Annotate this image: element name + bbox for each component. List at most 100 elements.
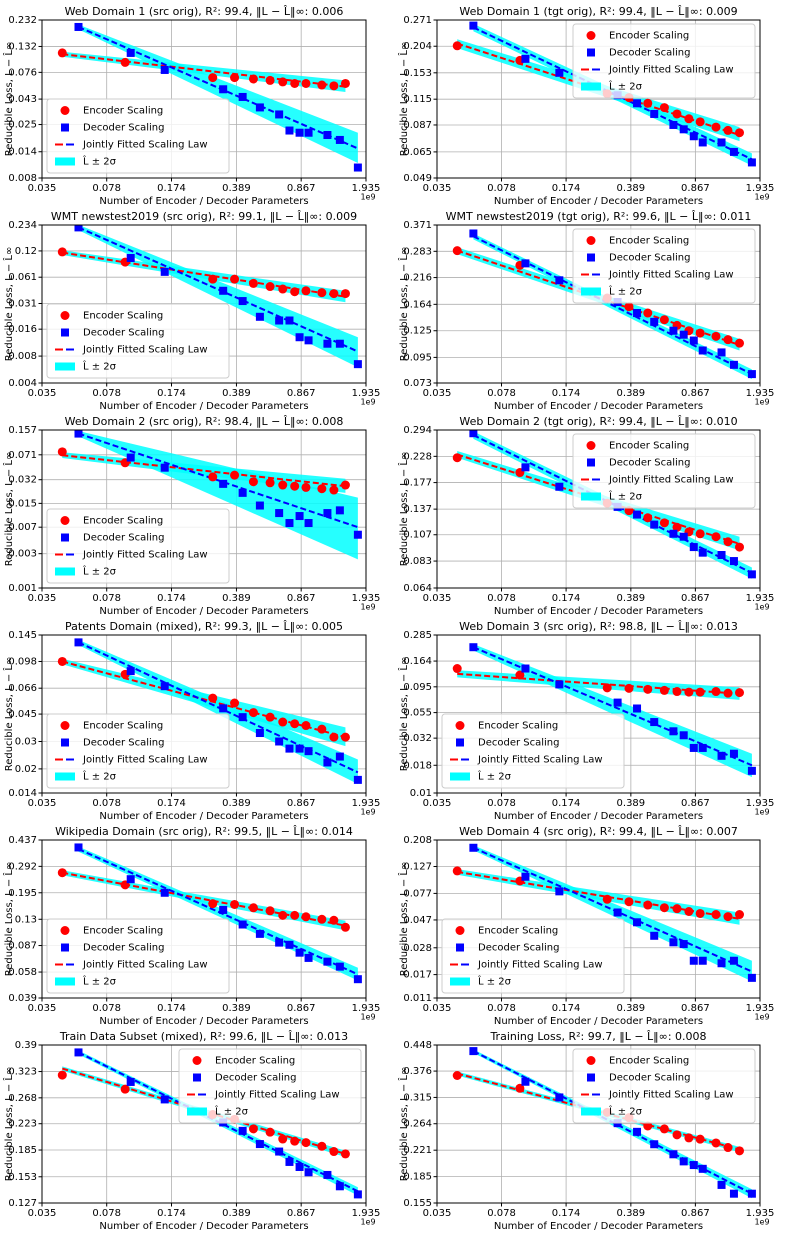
y-tick-label: 0.371 xyxy=(403,220,432,231)
decoder-point xyxy=(255,1140,264,1149)
legend-swatch xyxy=(581,492,601,501)
encoder-point xyxy=(278,1134,288,1144)
x-tick-label: 1.935 xyxy=(352,388,381,399)
y-tick-label: 0.028 xyxy=(403,943,432,954)
decoder-point xyxy=(323,758,332,767)
y-tick-label: 0.076 xyxy=(8,67,37,78)
y-axis-label: Reducible Loss, L − L̂∞ xyxy=(397,862,410,977)
legend-swatch xyxy=(193,1073,201,1082)
decoder-point xyxy=(295,128,304,137)
encoder-point xyxy=(659,1124,669,1134)
legend-label: Jointly Fitted Scaling Law xyxy=(477,755,603,766)
decoder-point xyxy=(747,158,756,167)
x-axis-label: Number of Encoder / Decoder Parameters xyxy=(99,401,308,412)
y-tick-label: 0.164 xyxy=(403,299,432,310)
encoder-point xyxy=(695,687,705,697)
x-tick-label: 0.035 xyxy=(28,593,57,604)
y-tick-label: 0.049 xyxy=(403,173,432,184)
encoder-point xyxy=(684,906,694,916)
x-axis-label: Number of Encoder / Decoder Parameters xyxy=(494,606,703,617)
legend-swatch xyxy=(61,738,69,747)
decoder-point xyxy=(689,956,698,965)
encoder-point xyxy=(317,80,327,90)
y-tick-label: 0.323 xyxy=(8,1067,37,1078)
encoder-point xyxy=(317,914,327,924)
y-tick-label: 0.115 xyxy=(403,94,432,105)
legend-swatch xyxy=(60,516,70,525)
y-tick-label: 0.064 xyxy=(403,583,432,594)
axes-frame xyxy=(41,224,367,384)
encoder-point xyxy=(265,906,275,916)
legend-swatch xyxy=(586,441,596,450)
axes-frame xyxy=(41,429,367,589)
legend-label: Encoder Scaling xyxy=(83,516,163,527)
x-axis-label: Number of Encoder / Decoder Parameters xyxy=(99,1221,308,1232)
fit-line xyxy=(62,871,346,927)
decoder-point xyxy=(669,120,678,129)
decoder-point xyxy=(469,843,478,852)
encoder-point xyxy=(230,274,240,284)
encoder-point xyxy=(120,1084,130,1094)
encoder-point xyxy=(659,518,669,528)
encoder-point xyxy=(711,331,721,341)
encoder-point xyxy=(208,899,218,909)
x-tick-label: 0.035 xyxy=(423,388,452,399)
decoder-point xyxy=(295,948,304,957)
decoder-point xyxy=(255,929,264,938)
decoder-point xyxy=(335,1182,344,1191)
y-tick-label: 0.127 xyxy=(8,1198,37,1209)
x-tick-label: 0.389 xyxy=(617,593,646,604)
encoder-point xyxy=(452,664,462,674)
legend-swatch xyxy=(455,926,465,935)
y-tick-label: 0.164 xyxy=(403,656,432,667)
decoder-point xyxy=(353,530,362,539)
decoder-point xyxy=(295,1162,304,1171)
y-tick-label: 0.014 xyxy=(8,788,37,799)
x-tick-label: 0.174 xyxy=(552,388,581,399)
decoder-point xyxy=(219,905,228,914)
x-tick-label: 0.867 xyxy=(681,593,710,604)
legend-swatch xyxy=(61,943,69,952)
encoder-point xyxy=(672,1130,682,1140)
chart-title: WMT newstest2019 (tgt orig), R²: 99.6, ‖… xyxy=(446,210,752,223)
y-tick-label: 0.12 xyxy=(15,246,37,257)
x-offset-label: 1e9 xyxy=(754,603,769,612)
chart-title: Training Loss, R²: 99.7, ‖L − L̂‖∞: 0.00… xyxy=(489,1030,706,1043)
plot-area xyxy=(57,22,362,172)
x-tick-label: 0.174 xyxy=(157,1208,186,1219)
encoder-point xyxy=(329,81,339,91)
plot-area xyxy=(452,843,756,982)
x-tick-label: 0.078 xyxy=(487,1003,516,1014)
encoder-point xyxy=(265,282,275,292)
x-tick-label: 0.035 xyxy=(423,1208,452,1219)
y-tick-label: 0.025 xyxy=(8,120,37,131)
decoder-point xyxy=(335,962,344,971)
decoder-point xyxy=(555,1093,564,1102)
legend-swatch xyxy=(587,458,595,467)
legend-swatch xyxy=(586,1056,596,1065)
decoder-point xyxy=(285,1157,294,1166)
legend-label: Decoder Scaling xyxy=(609,48,690,59)
axes-frame xyxy=(41,634,367,794)
y-tick-label: 0.039 xyxy=(8,993,37,1004)
decoder-point xyxy=(633,309,642,318)
y-tick-label: 0.155 xyxy=(403,1198,432,1209)
encoder-point xyxy=(301,482,311,492)
chart-title: Web Domain 1 (src orig), R²: 99.4, ‖L − … xyxy=(65,5,344,18)
x-tick-label: 0.035 xyxy=(28,1208,57,1219)
y-tick-label: 0.292 xyxy=(8,861,37,872)
x-tick-label: 0.078 xyxy=(487,593,516,604)
legend-label: Encoder Scaling xyxy=(83,721,163,732)
decoder-point xyxy=(679,940,688,949)
x-tick-label: 1.935 xyxy=(746,388,775,399)
encoder-point xyxy=(265,1127,275,1137)
y-tick-label: 0.127 xyxy=(403,862,432,873)
y-axis-label: Reducible Loss, L − L̂∞ xyxy=(2,42,15,157)
encoder-point xyxy=(278,910,288,920)
decoder-point xyxy=(633,510,642,519)
chart-title: WMT newstest2019 (src orig), R²: 99.1, ‖… xyxy=(51,210,357,223)
decoder-point xyxy=(219,286,228,295)
decoder-point xyxy=(650,1140,659,1149)
decoder-point xyxy=(74,638,83,647)
encoder-point xyxy=(723,1143,733,1153)
